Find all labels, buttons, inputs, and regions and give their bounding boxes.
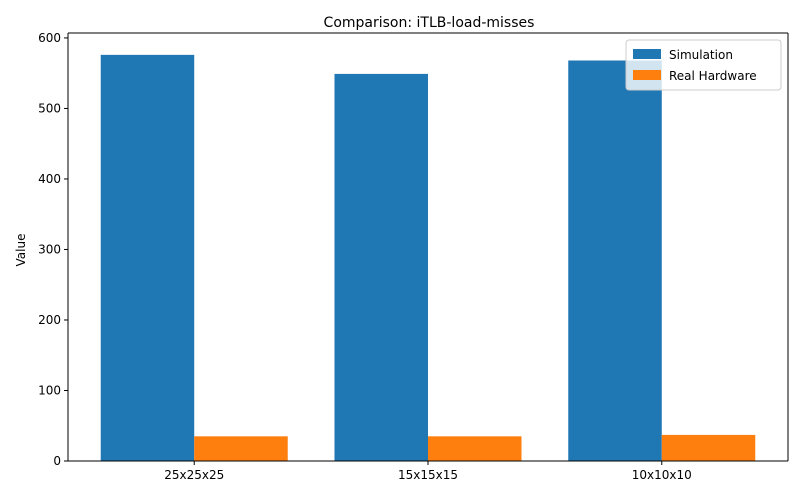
bar-real-hardware-10x10x10 (661, 434, 756, 461)
x-tick-label: 10x10x10 (632, 468, 692, 482)
bar-simulation-15x15x15 (334, 73, 428, 461)
y-tick-label: 400 (38, 172, 61, 186)
bar-simulation-10x10x10 (568, 60, 662, 461)
legend-label: Real Hardware (669, 69, 757, 83)
bar-real-hardware-25x25x25 (194, 436, 288, 461)
y-tick-label: 600 (38, 31, 61, 45)
legend-label: Simulation (669, 48, 733, 62)
legend-swatch (633, 70, 661, 80)
x-tick-label: 15x15x15 (398, 468, 458, 482)
legend: Simulation Real Hardware (625, 39, 782, 91)
y-tick-label: 200 (38, 313, 61, 327)
y-tick-label: 300 (38, 242, 61, 256)
y-tick-label: 100 (38, 383, 61, 397)
y-axis-label: Value (14, 234, 28, 267)
legend-swatch (633, 49, 661, 59)
x-tick-label: 25x25x25 (164, 468, 224, 482)
chart-title: Comparison: iTLB-load-misses (324, 15, 535, 31)
legend-box (625, 39, 782, 91)
y-tick-label: 500 (38, 101, 61, 115)
bar-real-hardware-15x15x15 (428, 436, 522, 461)
y-tick-label: 0 (53, 454, 61, 468)
plot-area: 0 100 200 300 400 500 600 25x25x25 15x15x15 10x10… (38, 31, 789, 482)
bar-simulation-25x25x25 (100, 54, 195, 462)
